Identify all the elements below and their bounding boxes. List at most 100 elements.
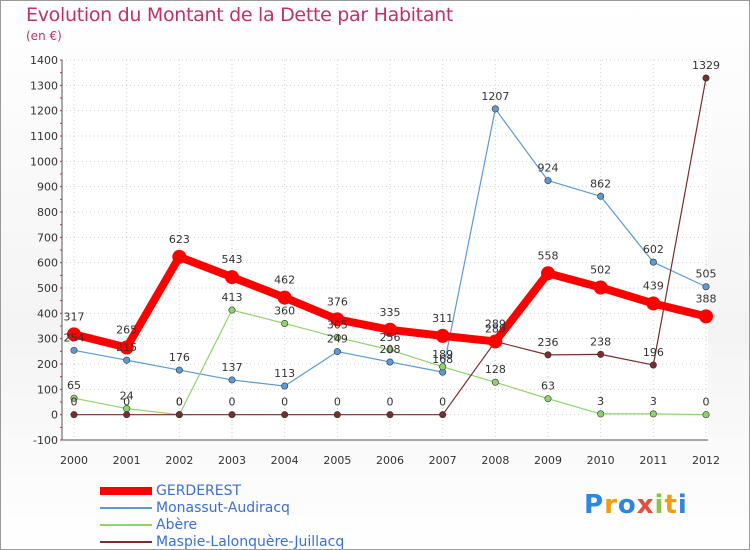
data-label: 0: [176, 396, 183, 409]
data-label: 413: [222, 291, 243, 304]
data-point: [491, 378, 499, 386]
data-label: 0: [281, 396, 288, 409]
data-point: [702, 411, 710, 419]
data-point: [228, 306, 236, 314]
data-label: 505: [696, 268, 717, 281]
data-label: 189: [432, 348, 453, 361]
legend-label: Abère: [156, 516, 198, 533]
data-label: 0: [123, 396, 130, 409]
logo-letter: r: [604, 490, 618, 520]
chart-subtitle: (en €): [26, 29, 62, 43]
y-tick-label: 800: [37, 206, 58, 219]
data-point: [593, 280, 608, 295]
data-point: [702, 283, 710, 291]
plot-area: [62, 60, 708, 440]
logo-letter: i: [654, 490, 665, 520]
data-point: [172, 249, 187, 264]
data-label: 376: [327, 295, 348, 308]
y-tick-label: 600: [37, 257, 58, 270]
x-tick-label: 2000: [60, 454, 88, 467]
data-label: 924: [538, 162, 559, 175]
data-point: [228, 376, 236, 384]
data-point: [330, 312, 345, 327]
data-label: 137: [222, 361, 243, 374]
data-label: 265: [116, 324, 137, 337]
data-label: 196: [643, 346, 664, 359]
y-tick-label: 1200: [30, 105, 58, 118]
legend-item: Maspie-Lalonquère-Juillacq: [100, 533, 344, 550]
data-point: [70, 394, 78, 402]
data-point: [383, 322, 397, 337]
y-tick-label: 1300: [30, 79, 58, 92]
y-tick-label: 0: [51, 409, 58, 422]
data-point: [541, 266, 555, 281]
x-tick-label: 2010: [587, 454, 615, 467]
legend-item: GERDEREST: [100, 482, 344, 499]
data-label: 462: [274, 274, 295, 287]
data-point: [277, 290, 292, 305]
data-point: [544, 351, 552, 359]
data-label: 3: [650, 395, 657, 408]
data-label: 0: [229, 396, 236, 409]
y-tick-label: -100: [33, 434, 58, 447]
logo-letter: i: [677, 490, 688, 520]
legend-label: Maspie-Lalonquère-Juillacq: [156, 533, 345, 550]
data-label: 623: [169, 233, 190, 246]
data-label: 543: [222, 253, 243, 266]
data-label: 128: [485, 363, 506, 376]
data-label: 0: [176, 396, 183, 409]
data-label: 360: [274, 304, 295, 317]
data-point: [123, 411, 131, 419]
data-point: [488, 334, 503, 349]
x-tick-label: 2003: [218, 454, 246, 467]
x-tick-label: 2001: [113, 454, 141, 467]
data-point: [281, 319, 289, 327]
data-label: 0: [71, 396, 78, 409]
data-point: [597, 192, 605, 200]
legend-label: GERDEREST: [156, 482, 242, 499]
x-tick-label: 2004: [271, 454, 299, 467]
data-point: [70, 346, 78, 354]
legend-swatch: [100, 540, 152, 543]
legend-item: Monassut-Audiracq: [100, 499, 344, 516]
data-label: 439: [643, 279, 664, 292]
data-label: 254: [64, 331, 85, 344]
data-point: [228, 411, 236, 419]
y-tick-label: 1100: [30, 130, 58, 143]
data-point: [175, 366, 183, 374]
data-label: 289: [485, 317, 506, 330]
legend: GERDEREST Monassut-Audiracq Abère Maspie-La…: [100, 482, 344, 550]
data-label: 602: [643, 243, 664, 256]
data-point: [439, 411, 447, 419]
data-label: 335: [380, 306, 401, 319]
data-point: [439, 363, 447, 371]
data-label: 311: [432, 312, 453, 325]
logo-letter: P: [584, 490, 605, 520]
x-tick-label: 2007: [429, 454, 457, 467]
data-label: 113: [274, 367, 295, 380]
legend-swatch: [100, 523, 152, 526]
data-label: 238: [590, 335, 611, 348]
chart-title: Evolution du Montant de la Dette par Hab…: [26, 4, 454, 26]
x-tick-label: 2005: [323, 454, 351, 467]
data-label: 289: [485, 322, 506, 335]
legend-swatch: [100, 506, 152, 509]
data-label: 256: [380, 331, 401, 344]
data-point: [333, 411, 341, 419]
data-point: [649, 410, 657, 418]
y-tick-label: 900: [37, 181, 58, 194]
data-label: 1207: [481, 90, 509, 103]
data-label: 0: [387, 396, 394, 409]
data-point: [281, 382, 289, 390]
x-tick-label: 2011: [639, 454, 667, 467]
data-label: 249: [327, 333, 348, 346]
data-point: [333, 333, 341, 341]
y-tick-label: 200: [37, 358, 58, 371]
data-point: [225, 270, 239, 285]
x-tick-label: 2012: [692, 454, 720, 467]
legend-item: Abère: [100, 516, 344, 533]
data-label: 63: [541, 380, 555, 393]
data-point: [702, 74, 710, 82]
data-point: [119, 340, 134, 355]
y-tick-label: 300: [37, 333, 58, 346]
